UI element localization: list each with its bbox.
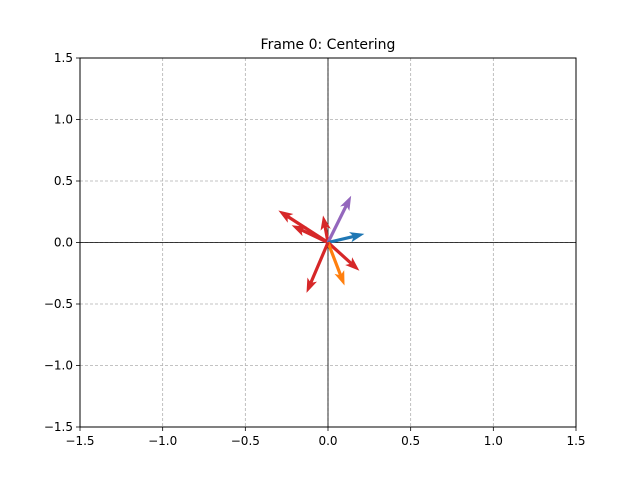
y-tick-label: −1.0 [44,359,73,373]
vector-arrow-2 [291,225,329,244]
x-tick-label: −0.5 [231,434,260,448]
x-tick-label: 1.5 [566,434,585,448]
vector-arrow-4 [326,195,352,244]
y-tick-label: 1.0 [54,113,73,127]
vector-arrow-5 [327,232,365,245]
x-tick-label: 0.5 [401,434,420,448]
x-tick-label: −1.0 [148,434,177,448]
y-axis-ticks: −1.5 −1.0 −0.5 0.0 0.5 1.0 1.5 [44,51,80,434]
chart-title: Frame 0: Centering [261,37,396,53]
x-tick-label: 0.0 [318,434,337,448]
vector-arrow-3 [320,215,331,243]
y-tick-label: 0.0 [54,236,73,250]
y-tick-label: −0.5 [44,297,73,311]
y-tick-label: 1.5 [54,51,73,65]
y-tick-label: −1.5 [44,420,73,434]
vector-arrows [278,195,365,293]
x-tick-label: 1.0 [484,434,503,448]
x-axis-ticks: −1.5 −1.0 −0.5 0.0 0.5 1.0 1.5 [65,427,586,448]
vector-arrow-8 [306,241,330,293]
x-tick-label: −1.5 [65,434,94,448]
y-tick-label: 0.5 [54,174,73,188]
vector-arrow-6 [326,241,360,271]
vector-arrow-7 [326,241,345,286]
